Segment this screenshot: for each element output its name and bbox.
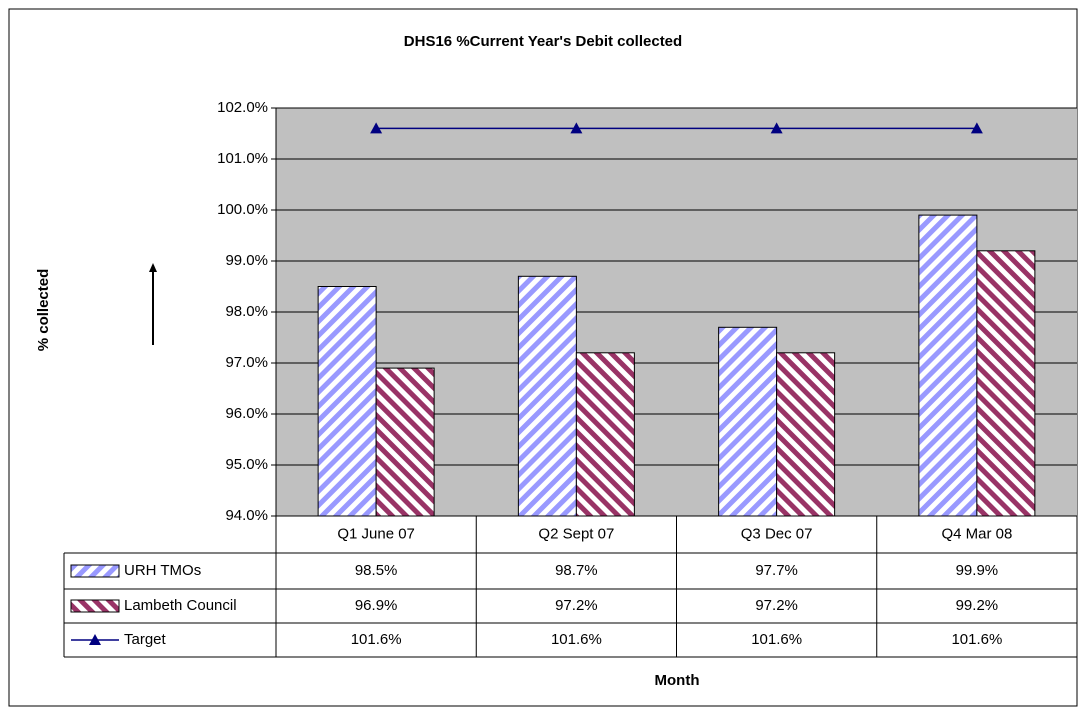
axis-arrow-head (149, 263, 157, 272)
table-value: 96.9% (355, 597, 398, 614)
table-value: 101.6% (751, 631, 802, 648)
line-marker (570, 122, 583, 134)
x-tick-label: Q2 Sept 07 (538, 525, 614, 542)
table-value: 99.2% (956, 597, 999, 614)
bar (517, 275, 577, 517)
legend-label: URH TMOs (124, 562, 201, 579)
chart-title: DHS16 %Current Year's Debit collected (404, 33, 682, 50)
table-value: 101.6% (951, 631, 1002, 648)
bar (776, 352, 836, 517)
bar (918, 214, 978, 517)
y-axis-title: % collected (35, 269, 52, 352)
y-tick-label: 98.0% (225, 303, 268, 320)
table-value: 97.2% (755, 597, 798, 614)
legend-key (70, 564, 120, 578)
x-axis-title: Month (655, 672, 700, 689)
x-tick-label: Q4 Mar 08 (941, 525, 1012, 542)
table-value: 99.9% (956, 562, 999, 579)
x-tick-label: Q1 June 07 (337, 525, 415, 542)
legend-label: Lambeth Council (124, 597, 237, 614)
bar (976, 250, 1036, 517)
table-value: 97.2% (555, 597, 598, 614)
y-tick-label: 96.0% (225, 405, 268, 422)
table-value: 98.5% (355, 562, 398, 579)
y-tick-label: 94.0% (225, 507, 268, 524)
legend-label: Target (124, 631, 167, 648)
line-marker (770, 122, 783, 134)
bar (575, 352, 635, 517)
bar (317, 286, 377, 517)
line-marker (970, 122, 983, 134)
x-tick-label: Q3 Dec 07 (741, 525, 813, 542)
bar (718, 326, 778, 517)
legend-key (89, 634, 101, 645)
table-value: 101.6% (551, 631, 602, 648)
y-tick-label: 102.0% (217, 99, 268, 116)
bar (375, 367, 435, 517)
y-tick-label: 99.0% (225, 252, 268, 269)
table-value: 101.6% (351, 631, 402, 648)
table-value: 98.7% (555, 562, 598, 579)
y-tick-label: 97.0% (225, 354, 268, 371)
y-tick-label: 95.0% (225, 456, 268, 473)
y-tick-label: 100.0% (217, 201, 268, 218)
table-value: 97.7% (755, 562, 798, 579)
y-tick-label: 101.0% (217, 150, 268, 167)
line-marker (370, 122, 383, 134)
legend-key (70, 599, 120, 613)
